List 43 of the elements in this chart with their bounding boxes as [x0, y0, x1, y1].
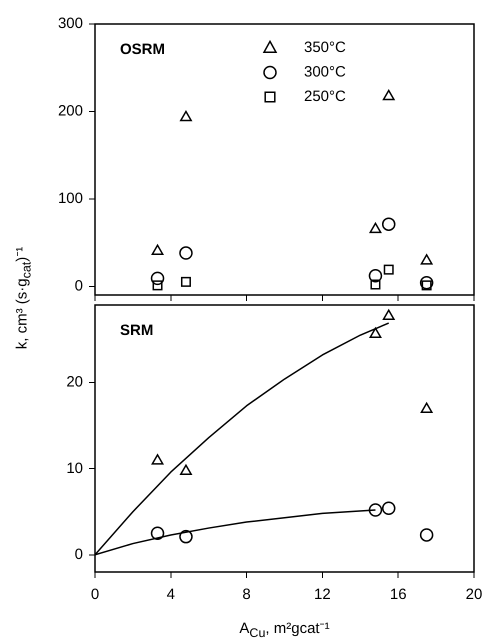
x-tick-label: 4 — [166, 586, 175, 604]
x-tick-label: 20 — [466, 586, 482, 604]
x-tick-label: 12 — [314, 586, 331, 604]
point — [180, 464, 192, 475]
point — [150, 526, 164, 540]
y-tick-label: 100 — [58, 190, 83, 207]
y-tick-label: 0 — [74, 277, 83, 294]
text: SRM — [120, 322, 154, 340]
text: OSRM — [120, 41, 165, 58]
point — [382, 90, 395, 100]
point — [382, 309, 395, 320]
legend-label: 350°C — [304, 39, 346, 56]
point — [370, 222, 382, 234]
y-tick-label: 10 — [66, 460, 83, 477]
point — [179, 530, 193, 544]
point — [420, 402, 433, 413]
point — [180, 276, 191, 287]
x-tick-label: 8 — [242, 586, 251, 604]
legend-label: 250°C — [304, 88, 346, 106]
point — [382, 502, 396, 516]
y-tick-label: 20 — [66, 374, 83, 391]
point — [368, 503, 382, 517]
point — [368, 269, 382, 283]
point — [152, 454, 164, 465]
point — [152, 280, 163, 290]
point — [420, 276, 434, 290]
point — [179, 246, 193, 260]
y-tick-label: 200 — [58, 102, 83, 120]
point — [384, 264, 394, 275]
legend-label: 300°C — [304, 64, 346, 81]
point — [152, 244, 164, 256]
x-tick-label: 0 — [90, 586, 100, 604]
y-tick-label: 300 — [58, 15, 83, 32]
point — [420, 254, 433, 265]
point — [382, 217, 396, 231]
point — [370, 280, 380, 290]
point — [370, 328, 382, 338]
x-tick-label: 16 — [390, 586, 407, 604]
point — [180, 110, 192, 122]
x-axis-title: A$_{Cu}$, m²gcat⁻¹ — [238, 619, 331, 640]
point — [420, 528, 434, 542]
y-tick-label: 0 — [74, 546, 83, 563]
point — [150, 272, 164, 286]
